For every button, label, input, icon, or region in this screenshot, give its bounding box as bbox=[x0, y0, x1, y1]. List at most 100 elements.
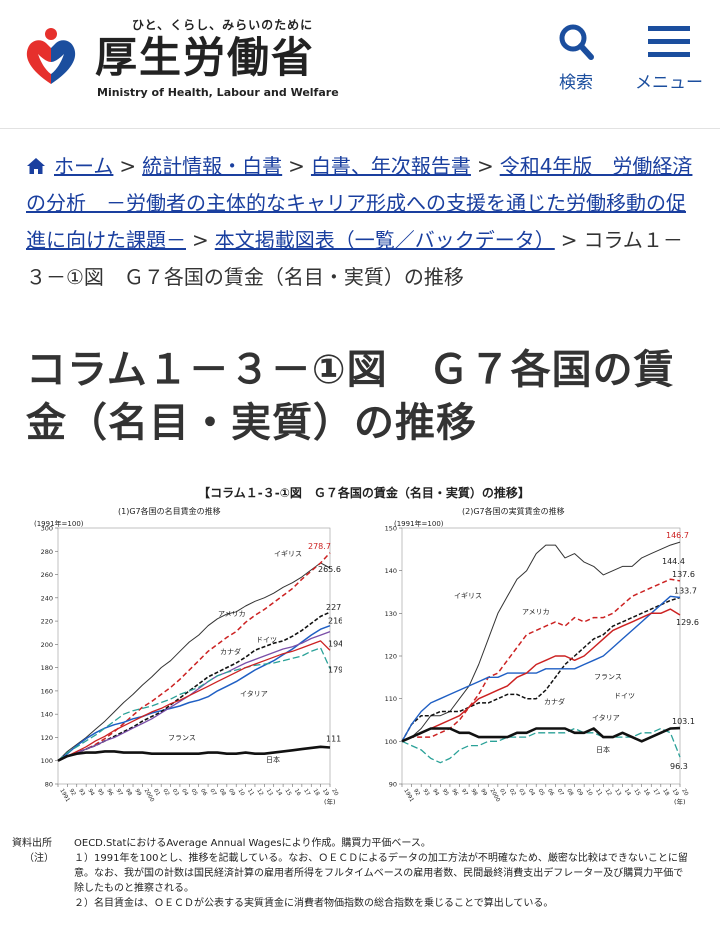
breadcrumb-link-home[interactable]: ホーム bbox=[54, 154, 114, 178]
x-tick-label: 10 bbox=[584, 788, 593, 797]
series-line bbox=[401, 608, 681, 742]
x-tick-label: 17 bbox=[652, 788, 661, 797]
x-tick-label: 93 bbox=[77, 788, 86, 797]
plot-frame bbox=[401, 527, 681, 785]
end-value-label: 137.6 bbox=[672, 570, 695, 579]
x-tick-label: 07 bbox=[556, 788, 565, 797]
x-tick-label: 09 bbox=[575, 788, 584, 797]
home-icon[interactable] bbox=[26, 157, 46, 175]
x-tick-label: 11 bbox=[246, 788, 255, 797]
x-tick-label: 07 bbox=[208, 788, 217, 797]
y-tick-label: 260 bbox=[41, 571, 53, 579]
real-wage-chart: (2)G7各国の実質賃金の推移 (1991年=100) 90 100 110 120 130… bbox=[362, 504, 702, 806]
series-line bbox=[401, 726, 681, 743]
x-tick-label: 06 bbox=[199, 788, 208, 797]
chart-title: (2)G7各国の実質賃金の推移 bbox=[462, 506, 565, 516]
breadcrumb-link-report[interactable]: 令和4年版 労働経済の分析 －労働者の主体的なキャリア形成への支援を通じた労働移… bbox=[26, 154, 693, 252]
x-tick-label: 99 bbox=[479, 788, 488, 797]
x-tick-label: 05 bbox=[536, 788, 545, 797]
y-tick-label: 120 bbox=[41, 734, 53, 742]
chart-xlabel: (年) bbox=[674, 797, 686, 806]
chart-ylabel: (1991年=100) bbox=[394, 519, 444, 528]
search-icon bbox=[559, 24, 594, 60]
series-name-label: イギリス bbox=[274, 550, 302, 558]
series-name-label: ドイツ bbox=[614, 692, 635, 700]
x-tick-label: 10 bbox=[236, 788, 245, 797]
x-tick-label: 99 bbox=[133, 788, 142, 797]
x-tick-label: 01 bbox=[498, 788, 507, 797]
note-1: １）1991年を100とし、推移を記載している。なお、ＯＥＣＤによるデータの加工… bbox=[74, 853, 688, 894]
search-button[interactable]: 検索 bbox=[546, 22, 606, 93]
figure-title: 【コラム１-３-①図 Ｇ７各国の賃金（名目・実質）の推移】 bbox=[198, 486, 530, 500]
x-tick-label: 08 bbox=[218, 788, 227, 797]
end-value-label: 227.6 bbox=[326, 603, 342, 612]
series-name-label: フランス bbox=[594, 673, 622, 681]
y-tick-label: 300 bbox=[41, 525, 53, 533]
series-line bbox=[57, 562, 331, 762]
logo-name[interactable]: 厚生労働省 bbox=[95, 33, 316, 82]
nominal-wage-chart: (1)G7各国の名目賃金の推移 (1991年=100) 80 100 120 140 160… bbox=[30, 504, 351, 806]
x-tick-label: 95 bbox=[96, 788, 105, 797]
end-value-label: 111.4 bbox=[326, 734, 342, 743]
chart-title: (1)G7各国の名目賃金の推移 bbox=[118, 506, 221, 516]
end-value-label: 96.3 bbox=[670, 762, 688, 771]
x-tick-label: 94 bbox=[431, 788, 440, 797]
x-tick-label: 01 bbox=[152, 788, 161, 797]
y-tick-label: 100 bbox=[41, 757, 53, 765]
logo-tagline: ひと、くらし、みらいのために bbox=[132, 18, 314, 32]
x-tick-label: 04 bbox=[527, 788, 536, 797]
x-tick-label: 13 bbox=[613, 788, 622, 797]
breadcrumb-separator-icon: > bbox=[560, 228, 578, 252]
x-tick-label: 18 bbox=[312, 788, 321, 797]
menu-button[interactable]: メニュー bbox=[624, 22, 714, 93]
series-line bbox=[57, 640, 331, 762]
breadcrumb-link-figures[interactable]: 本文掲載図表（一覧／バックデータ） bbox=[214, 228, 555, 252]
search-label: 検索 bbox=[559, 73, 593, 93]
series-line bbox=[57, 552, 331, 762]
x-tick-label: 92 bbox=[68, 788, 77, 797]
breadcrumb-separator-icon: > bbox=[192, 228, 209, 252]
figure-notes: 資料出所 OECD.StatにおけるAverage Annual Wagesによ… bbox=[12, 836, 692, 911]
y-tick-label: 110 bbox=[385, 695, 397, 703]
end-value-label: 179.2 bbox=[328, 666, 342, 675]
series-name-label: 日本 bbox=[266, 755, 280, 764]
end-value-label: 146.7 bbox=[666, 531, 689, 540]
x-tick-label: 11 bbox=[594, 788, 603, 797]
source-text: OECD.StatにおけるAverage Annual Wagesにより作成。購… bbox=[74, 838, 431, 849]
breadcrumb-separator-icon: > bbox=[476, 154, 494, 178]
series-name-label: ドイツ bbox=[256, 636, 277, 644]
x-tick-label: 15 bbox=[283, 788, 292, 797]
y-tick-label: 130 bbox=[385, 610, 397, 618]
y-tick-label: 220 bbox=[41, 618, 53, 626]
series-name-label: カナダ bbox=[220, 647, 241, 656]
x-tick-label: 12 bbox=[255, 788, 264, 797]
x-tick-label: 20 bbox=[330, 788, 339, 797]
y-tick-label: 280 bbox=[41, 548, 53, 556]
x-tick-label: 19 bbox=[321, 788, 330, 797]
x-tick-label: 13 bbox=[265, 788, 274, 797]
x-tick-label: 16 bbox=[642, 788, 651, 797]
x-tick-label: 15 bbox=[632, 788, 641, 797]
real-wage-chart-svg: (2)G7各国の実質賃金の推移(1991年=100)90100110120130… bbox=[385, 506, 699, 806]
end-value-label: 216.0 bbox=[328, 617, 342, 626]
x-tick-label: 03 bbox=[517, 788, 526, 797]
breadcrumb-link-whitepapers[interactable]: 白書、年次報告書 bbox=[310, 154, 471, 178]
figure-image: 【コラム１-３-①図 Ｇ７各国の賃金（名目・実質）の推移】 (1)G7各国の名目… bbox=[26, 478, 702, 918]
x-tick-label: 05 bbox=[190, 788, 199, 797]
x-tick-label: 08 bbox=[565, 788, 574, 797]
end-value-label: 265.6 bbox=[318, 565, 341, 574]
page-title: コラム１－３－①図 Ｇ７各国の賃金（名目・実質）の推移 bbox=[26, 347, 675, 446]
y-tick-label: 80 bbox=[45, 781, 53, 789]
x-tick-label: 16 bbox=[293, 788, 302, 797]
note-2: ２）名目賃金は、ＯＥＣＤが公表する実質賃金に消費者物価指数の総合指数を乗じること… bbox=[74, 898, 554, 909]
series-name-label: イタリア bbox=[240, 689, 268, 698]
breadcrumb-separator-icon: > bbox=[119, 154, 137, 178]
x-tick-label: 19 bbox=[671, 788, 680, 797]
series-line bbox=[401, 596, 681, 742]
end-value-label: 144.4 bbox=[662, 557, 685, 566]
x-tick-label: 02 bbox=[508, 788, 517, 797]
y-tick-label: 120 bbox=[385, 653, 397, 661]
mhlw-logo-icon[interactable] bbox=[20, 26, 82, 88]
breadcrumb-link-statistics[interactable]: 統計情報・白書 bbox=[142, 154, 283, 178]
series-name-label: カナダ bbox=[544, 697, 565, 706]
